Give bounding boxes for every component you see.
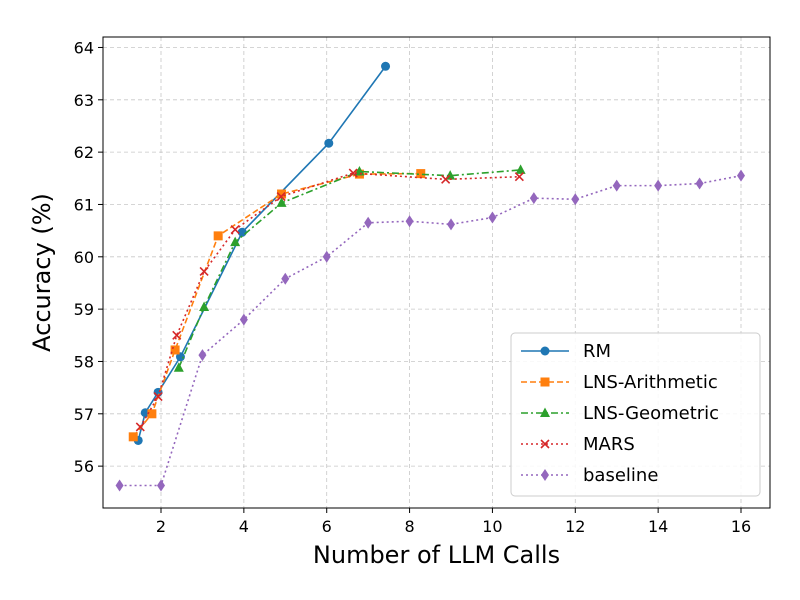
series-layer: [115, 61, 745, 492]
data-point-baseline: [695, 177, 704, 190]
legend-marker-lns-arithmetic: [540, 377, 550, 387]
y-tick-label: 61: [74, 195, 94, 214]
series-line-mars: [139, 172, 520, 428]
series-rm: [133, 61, 391, 445]
x-marker-stroke: [540, 439, 550, 449]
legend-label-rm: RM: [583, 341, 611, 362]
x-tick-label: 2: [156, 517, 166, 536]
legend-label-lns-geometric: LNS-Geometric: [583, 403, 719, 424]
series-line-baseline: [119, 174, 742, 487]
data-point-rm: [381, 61, 391, 71]
data-point-mars: [230, 225, 240, 235]
data-point-baseline: [447, 218, 455, 231]
y-tick-label: 62: [74, 143, 94, 162]
series-mars: [135, 168, 524, 432]
data-point-lns-arithmetic: [170, 345, 180, 355]
data-point-rm: [237, 227, 247, 237]
data-point-mars: [441, 174, 451, 184]
x-marker-stroke: [230, 225, 240, 235]
data-point-lns-geometric: [276, 197, 287, 207]
legend: RM LNS-Arithmetic LNS-Geometric MARS baselin…: [510, 332, 761, 497]
data-point-mars: [514, 172, 524, 182]
x-tick-label: 10: [482, 517, 502, 536]
data-point-lns-arithmetic: [147, 409, 157, 419]
x-tick-label: 8: [404, 517, 414, 536]
data-point-baseline: [364, 216, 373, 229]
y-axis-title: Accuracy (%): [28, 193, 56, 352]
series-baseline: [115, 169, 745, 492]
legend-label-mars: MARS: [583, 434, 635, 455]
legend-marker-rm: [540, 346, 550, 356]
data-point-baseline: [198, 349, 207, 362]
y-tick-label: 59: [74, 300, 94, 319]
data-point-baseline: [654, 179, 663, 192]
data-point-baseline: [115, 479, 124, 492]
y-tick-label: 60: [74, 248, 94, 267]
data-point-baseline: [239, 313, 248, 326]
legend-marker-lns-geometric: [540, 407, 550, 417]
data-point-mars: [135, 422, 145, 432]
x-marker-stroke: [153, 391, 163, 402]
legend-marker-baseline: [541, 469, 549, 481]
y-tick-label: 63: [74, 91, 94, 110]
data-point-baseline: [612, 179, 621, 192]
series-lns-arithmetic: [128, 169, 426, 442]
x-marker-stroke: [514, 172, 524, 182]
data-point-baseline: [488, 211, 497, 224]
data-point-mars: [199, 266, 209, 277]
data-point-baseline: [157, 479, 165, 492]
data-point-rm: [175, 352, 185, 362]
x-marker-stroke: [172, 330, 182, 340]
series-lns-geometric: [173, 164, 526, 372]
data-point-mars: [172, 330, 182, 340]
plot-frame: [102, 36, 771, 509]
data-point-rm: [324, 138, 334, 148]
data-point-mars: [348, 168, 358, 178]
x-marker-stroke: [441, 174, 451, 184]
legend-marker-mars: [540, 439, 550, 449]
data-point-baseline: [405, 215, 414, 228]
x-marker-stroke: [135, 422, 145, 432]
x-marker-stroke: [348, 168, 358, 178]
y-tick-label: 57: [74, 405, 94, 424]
data-point-lns-arithmetic: [128, 432, 138, 442]
legend-box: [510, 332, 761, 497]
x-axis-title: Number of LLM Calls: [313, 541, 560, 569]
data-point-baseline: [322, 250, 331, 263]
data-point-lns-geometric: [515, 164, 526, 174]
x-marker-stroke: [276, 192, 286, 202]
data-point-baseline: [529, 192, 538, 205]
data-point-baseline: [737, 169, 745, 182]
x-tick-label: 16: [731, 517, 751, 536]
x-tick-label: 6: [322, 517, 332, 536]
y-tick-label: 64: [74, 38, 94, 57]
data-point-lns-geometric: [173, 362, 184, 372]
x-tick-label: 12: [565, 517, 585, 536]
data-point-lns-geometric: [230, 236, 241, 247]
axis-ticks: 2 4 6 8 10 12 14 16 56 57 58 59 60 61 62 63 64: [74, 38, 752, 536]
series-line-lns-geometric: [178, 169, 521, 369]
data-point-lns-arithmetic: [277, 189, 287, 199]
legend-label-lns-arithmetic: LNS-Arithmetic: [583, 372, 718, 393]
data-point-baseline: [571, 193, 580, 206]
legend-label-baseline: baseline: [583, 465, 658, 486]
data-point-mars: [276, 192, 286, 202]
data-point-lns-geometric: [199, 301, 210, 312]
series-line-rm: [137, 65, 387, 441]
data-point-baseline: [281, 272, 290, 285]
data-point-lns-arithmetic: [416, 169, 426, 179]
data-point-lns-arithmetic: [213, 231, 223, 241]
y-tick-label: 58: [74, 352, 94, 371]
x-tick-label: 4: [239, 517, 249, 536]
y-tick-label: 56: [74, 457, 94, 476]
x-tick-label: 14: [648, 517, 668, 536]
x-marker-stroke: [199, 266, 209, 277]
series-line-lns-arithmetic: [132, 172, 421, 438]
data-point-mars: [153, 391, 163, 402]
